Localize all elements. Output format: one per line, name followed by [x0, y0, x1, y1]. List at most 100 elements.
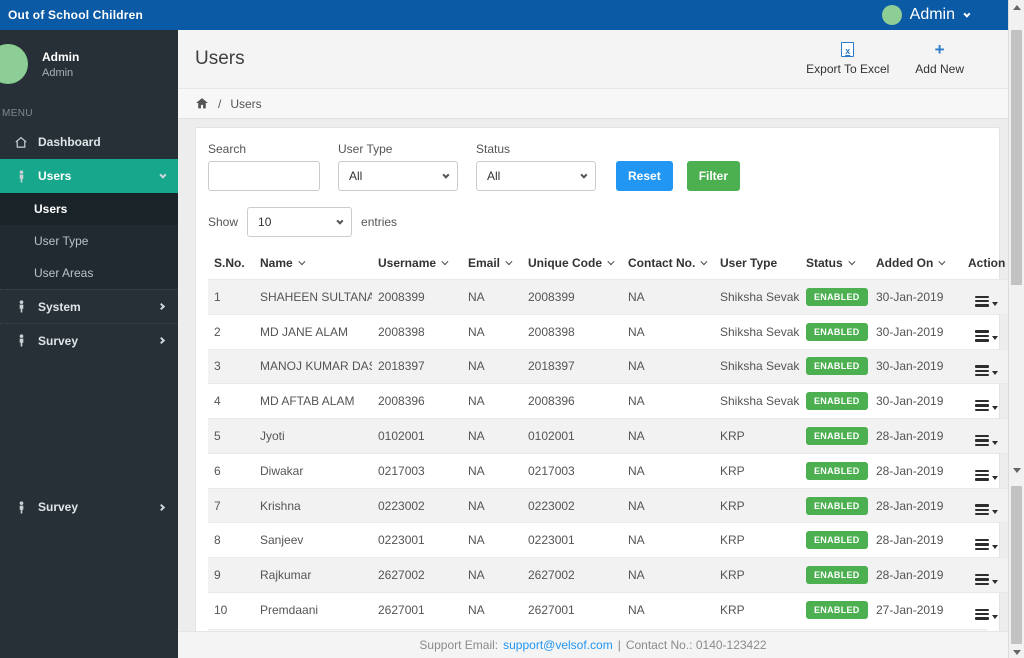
status-badge[interactable]: ENABLED: [806, 287, 868, 306]
hamburger-icon: [974, 365, 989, 377]
export-to-excel-button[interactable]: x Export To Excel: [806, 42, 889, 76]
sidebar-item-survey[interactable]: Survey: [0, 323, 178, 357]
cell-name: MANOJ KUMAR DAS: [260, 359, 372, 374]
column-header-contact-no-[interactable]: Contact No.: [622, 247, 714, 280]
row-action-menu-button[interactable]: [974, 469, 998, 481]
scroll-up-icon[interactable]: [1013, 5, 1021, 10]
show-label: Show: [208, 215, 239, 229]
cell-email: NA: [468, 602, 485, 617]
column-header-status[interactable]: Status: [800, 247, 870, 280]
cell-username: 0217003: [378, 463, 425, 478]
cell-sno: 1: [214, 289, 221, 304]
sidebar-item-system[interactable]: System: [0, 289, 178, 323]
row-action-menu-button[interactable]: [974, 330, 998, 342]
cell-status: ENABLED: [800, 349, 870, 384]
column-header-added-on[interactable]: Added On: [870, 247, 962, 280]
row-action-menu-button[interactable]: [974, 539, 998, 551]
cell-added_on: 28-Jan-2019: [876, 429, 944, 444]
column-header-username[interactable]: Username: [372, 247, 462, 280]
cell-status: ENABLED: [800, 558, 870, 593]
cell-email: NA: [468, 429, 485, 444]
cell-contact: NA: [628, 498, 645, 513]
sidebar-subitem-users[interactable]: Users: [0, 193, 178, 225]
cell-email: NA: [468, 463, 485, 478]
status-badge[interactable]: ENABLED: [806, 496, 868, 515]
hamburger-icon: [974, 295, 989, 307]
status-badge[interactable]: ENABLED: [806, 461, 868, 480]
cell-sno: 5: [214, 429, 221, 444]
scrollbar-thumb[interactable]: [1011, 486, 1022, 644]
row-action-menu-button[interactable]: [974, 608, 998, 620]
cell-email: NA: [468, 498, 485, 513]
search-input[interactable]: [208, 161, 320, 191]
cell-added_on: 30-Jan-2019: [876, 359, 944, 374]
support-email-link[interactable]: support@velsof.com: [503, 638, 613, 652]
add-new-button[interactable]: + Add New: [915, 40, 964, 76]
page-size-select[interactable]: 10: [247, 207, 353, 237]
scrollbar-thumb[interactable]: [1011, 30, 1022, 285]
sidebar-item-survey-bottom[interactable]: Survey: [0, 490, 178, 524]
profile-name: Admin: [42, 49, 80, 64]
caret-down-icon: [991, 301, 998, 306]
sidebar-item-users[interactable]: Users: [0, 159, 178, 193]
page-footer: Support Email: support@velsof.com | Cont…: [178, 631, 1008, 658]
column-header-name[interactable]: Name: [254, 247, 372, 280]
column-header-email[interactable]: Email: [462, 247, 522, 280]
cell-name: SHAHEEN SULTANA: [260, 289, 372, 304]
status-badge[interactable]: ENABLED: [806, 322, 868, 341]
status-badge[interactable]: ENABLED: [806, 427, 868, 446]
chevron-down-icon: [159, 171, 167, 179]
users-table: S.No. Name Username Email Unique Code Contact…: [208, 247, 1008, 627]
cell-added_on: 28-Jan-2019: [876, 463, 944, 478]
cell-username: 0223002: [378, 498, 425, 513]
add-new-label: Add New: [915, 62, 964, 76]
cell-added_on: 28-Jan-2019: [876, 568, 944, 583]
status-badge[interactable]: ENABLED: [806, 531, 868, 550]
chevron-down-icon: [963, 10, 971, 18]
row-action-menu-button[interactable]: [974, 434, 998, 446]
sidebar-subitem-user-type[interactable]: User Type: [34, 234, 89, 248]
scroll-down-icon[interactable]: [1013, 468, 1021, 473]
row-action-menu-button[interactable]: [974, 504, 998, 516]
user-type-select[interactable]: All: [338, 161, 458, 191]
cell-user_type: KRP: [720, 568, 745, 583]
footer-contact: Contact No.: 0140-123422: [625, 638, 767, 652]
column-header-unique-code[interactable]: Unique Code: [522, 247, 622, 280]
table-row: 10 Premdaani 2627001 NA 2627001 NA KRP ENABLED 2…: [208, 592, 1008, 627]
filter-button[interactable]: Filter: [686, 161, 741, 191]
user-type-value: All: [349, 169, 363, 183]
sort-icon: [607, 258, 615, 266]
caret-down-icon: [991, 371, 998, 376]
row-action-menu-button[interactable]: [974, 365, 998, 377]
user-icon: [12, 300, 30, 313]
scroll-down-icon[interactable]: [1013, 650, 1021, 655]
cell-username: 2008399: [378, 289, 425, 304]
status-badge[interactable]: ENABLED: [806, 392, 868, 411]
status-badge[interactable]: ENABLED: [806, 357, 868, 376]
row-action-menu-button[interactable]: [974, 573, 998, 586]
user-menu-label: Admin: [909, 6, 955, 23]
home-icon[interactable]: [195, 97, 209, 110]
table-row: 9 Rajkumar 2627002 NA 2627002 NA KRP ENABLED 28-…: [208, 557, 1008, 593]
vertical-scrollbar[interactable]: [1008, 0, 1024, 658]
user-menu[interactable]: Admin: [881, 5, 971, 25]
status-select[interactable]: All: [476, 161, 596, 191]
row-action-menu-button[interactable]: [974, 295, 998, 307]
status-badge[interactable]: ENABLED: [806, 600, 868, 619]
reset-button[interactable]: Reset: [616, 161, 673, 191]
caret-down-icon: [991, 336, 998, 341]
cell-user_type: KRP: [720, 533, 745, 548]
menu-section-label: MENU: [2, 108, 34, 119]
sidebar-subitem-user-areas[interactable]: User Areas: [34, 266, 94, 280]
status-badge[interactable]: ENABLED: [806, 566, 868, 585]
cell-username: 0102001: [378, 429, 425, 444]
cell-user_type: KRP: [720, 463, 745, 478]
plus-icon: +: [934, 40, 945, 59]
sort-icon: [441, 258, 449, 266]
cell-email: NA: [468, 359, 485, 374]
cell-email: NA: [468, 533, 485, 548]
cell-username: 2018397: [378, 359, 425, 374]
cell-user_type: Shiksha Sevak: [720, 394, 800, 409]
sidebar-item-dashboard[interactable]: Dashboard: [0, 125, 178, 159]
row-action-menu-button[interactable]: [974, 399, 998, 412]
